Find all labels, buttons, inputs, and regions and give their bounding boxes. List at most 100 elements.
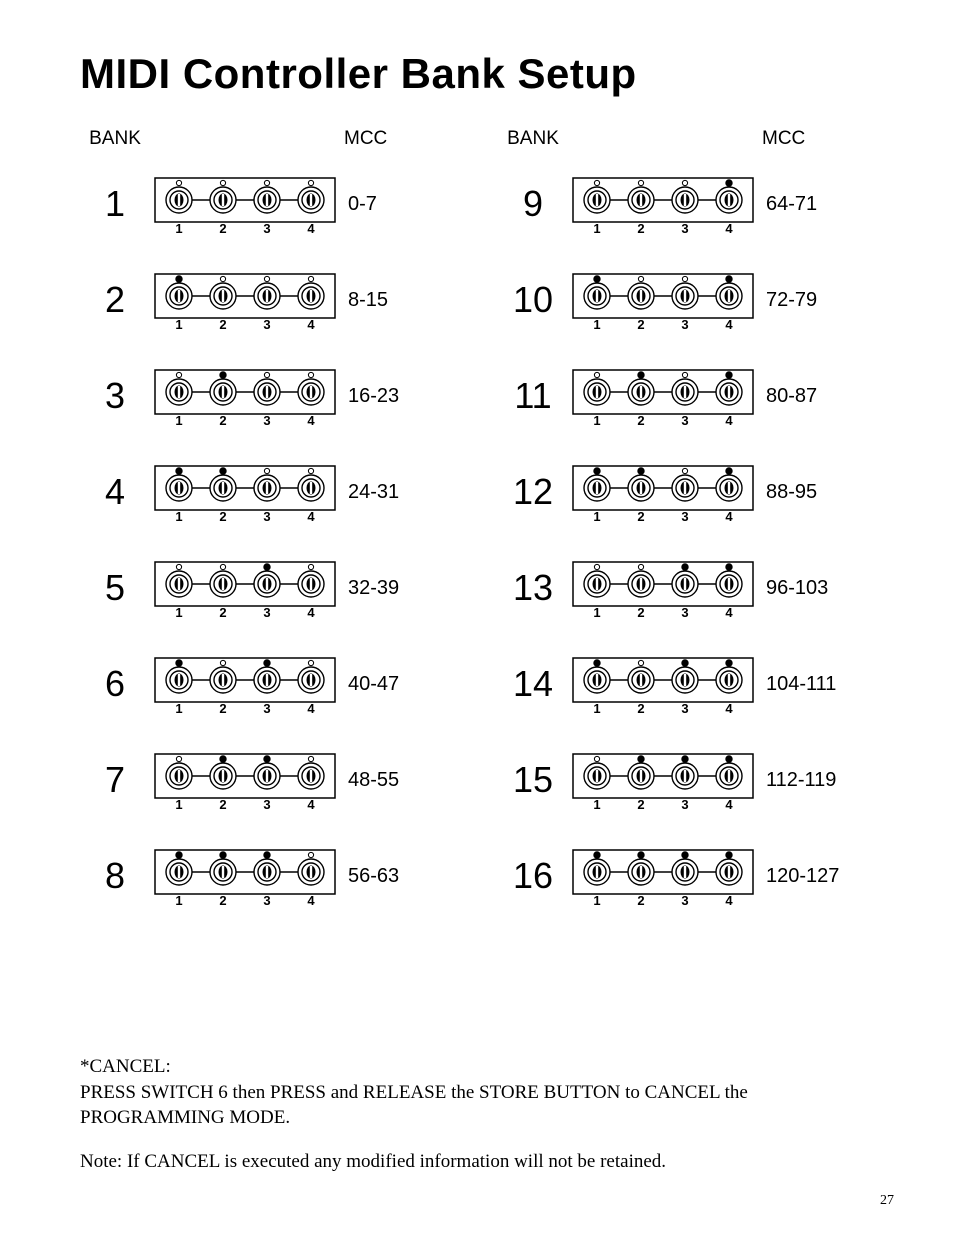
switch-box: 1234 xyxy=(568,652,758,716)
led-indicator-icon xyxy=(682,372,687,377)
led-indicator-icon xyxy=(220,372,226,378)
switch-box: 1234 xyxy=(568,844,758,908)
switch-diagram: 1234 xyxy=(572,364,754,428)
switch-number-label: 4 xyxy=(307,797,315,812)
cancel-text: PRESS SWITCH 6 then PRESS and RELEASE th… xyxy=(80,1082,748,1129)
led-indicator-icon xyxy=(308,852,313,857)
mcc-range: 64-71 xyxy=(758,193,856,216)
switch-box: 1234 xyxy=(150,556,340,620)
led-indicator-icon xyxy=(220,852,226,858)
led-indicator-icon xyxy=(682,180,687,185)
switch-number-label: 2 xyxy=(219,701,226,716)
switch-number-label: 2 xyxy=(637,893,644,908)
switch-number-label: 4 xyxy=(307,317,315,332)
bank-row: 9123464-71 xyxy=(498,156,856,252)
mcc-range: 48-55 xyxy=(340,769,438,792)
switch-number-label: 3 xyxy=(681,893,688,908)
switch-number-label: 3 xyxy=(681,317,688,332)
switch-number-label: 3 xyxy=(681,797,688,812)
bank-column-right: BANK MCC 9123464-7110123472-7911123480-8… xyxy=(498,128,856,924)
bank-row: 212348-15 xyxy=(80,252,438,348)
cancel-label: *CANCEL: xyxy=(80,1056,171,1077)
bank-row: 7123448-55 xyxy=(80,732,438,828)
switch-box: 1234 xyxy=(568,172,758,236)
led-indicator-icon xyxy=(682,852,688,858)
bank-number: 2 xyxy=(80,282,150,318)
mcc-range: 80-87 xyxy=(758,385,856,408)
led-indicator-icon xyxy=(264,180,269,185)
switch-number-label: 1 xyxy=(175,413,182,428)
led-indicator-icon xyxy=(726,468,732,474)
switch-number-label: 1 xyxy=(175,797,182,812)
switch-number-label: 1 xyxy=(593,413,600,428)
mcc-range: 8-15 xyxy=(340,289,438,312)
cancel-note: *CANCEL: PRESS SWITCH 6 then PRESS and R… xyxy=(80,1054,894,1131)
switch-number-label: 1 xyxy=(593,605,600,620)
led-indicator-icon xyxy=(594,660,600,666)
switch-diagram: 1234 xyxy=(572,652,754,716)
switch-number-label: 2 xyxy=(219,797,226,812)
switch-box: 1234 xyxy=(568,556,758,620)
switch-number-label: 1 xyxy=(593,509,600,524)
switch-box: 1234 xyxy=(150,268,340,332)
led-indicator-icon xyxy=(726,660,732,666)
switch-box: 1234 xyxy=(150,460,340,524)
switch-number-label: 3 xyxy=(263,701,270,716)
led-indicator-icon xyxy=(638,756,644,762)
led-indicator-icon xyxy=(176,180,181,185)
led-indicator-icon xyxy=(638,660,643,665)
led-indicator-icon xyxy=(264,276,269,281)
switch-box: 1234 xyxy=(568,364,758,428)
led-indicator-icon xyxy=(726,564,732,570)
switch-number-label: 3 xyxy=(681,605,688,620)
led-indicator-icon xyxy=(220,468,226,474)
led-indicator-icon xyxy=(682,564,688,570)
bank-column-left: BANK MCC 112340-7212348-153123416-234123… xyxy=(80,128,438,924)
led-indicator-icon xyxy=(264,756,270,762)
led-indicator-icon xyxy=(220,756,226,762)
switch-box: 1 2 3 4 xyxy=(568,268,758,332)
led-indicator-icon xyxy=(638,180,643,185)
switch-number-label: 2 xyxy=(219,413,226,428)
page-title: MIDI Controller Bank Setup xyxy=(80,50,894,98)
switch-diagram: 1 2 3 4 xyxy=(572,268,754,332)
switch-diagram: 1234 xyxy=(154,652,336,716)
switch-number-label: 2 xyxy=(637,317,644,332)
bank-row: 141234104-111 xyxy=(498,636,856,732)
switch-number-label: 1 xyxy=(593,797,600,812)
switch-number-label: 1 xyxy=(593,317,600,332)
led-indicator-icon xyxy=(726,180,732,186)
led-indicator-icon xyxy=(726,372,732,378)
led-indicator-icon xyxy=(638,564,643,569)
switch-number-label: 1 xyxy=(593,893,600,908)
switch-number-label: 4 xyxy=(307,893,315,908)
bank-row: 6123440-47 xyxy=(80,636,438,732)
switch-number-label: 4 xyxy=(307,413,315,428)
page: MIDI Controller Bank Setup BANK MCC 1123… xyxy=(0,0,954,1249)
mcc-range: 104-111 xyxy=(758,673,856,696)
switch-number-label: 3 xyxy=(681,509,688,524)
bank-row: 3123416-23 xyxy=(80,348,438,444)
switch-number-label: 4 xyxy=(725,317,733,332)
led-indicator-icon xyxy=(682,660,688,666)
led-indicator-icon xyxy=(638,468,644,474)
bank-number: 12 xyxy=(498,474,568,510)
led-indicator-icon xyxy=(682,468,687,473)
switch-number-label: 3 xyxy=(263,605,270,620)
mcc-range: 40-47 xyxy=(340,673,438,696)
led-indicator-icon xyxy=(220,660,225,665)
switch-number-label: 3 xyxy=(263,413,270,428)
page-number: 27 xyxy=(80,1193,894,1209)
switch-number-label: 2 xyxy=(637,605,644,620)
switch-number-label: 1 xyxy=(593,701,600,716)
mcc-range: 112-119 xyxy=(758,769,856,792)
switch-number-label: 4 xyxy=(307,701,315,716)
switch-diagram: 1234 xyxy=(154,460,336,524)
led-indicator-icon xyxy=(264,372,269,377)
mcc-range: 16-23 xyxy=(340,385,438,408)
bank-row: 112340-7 xyxy=(80,156,438,252)
led-indicator-icon xyxy=(726,852,732,858)
switch-box: 1234 xyxy=(150,172,340,236)
mcc-range: 56-63 xyxy=(340,865,438,888)
led-indicator-icon xyxy=(308,564,313,569)
